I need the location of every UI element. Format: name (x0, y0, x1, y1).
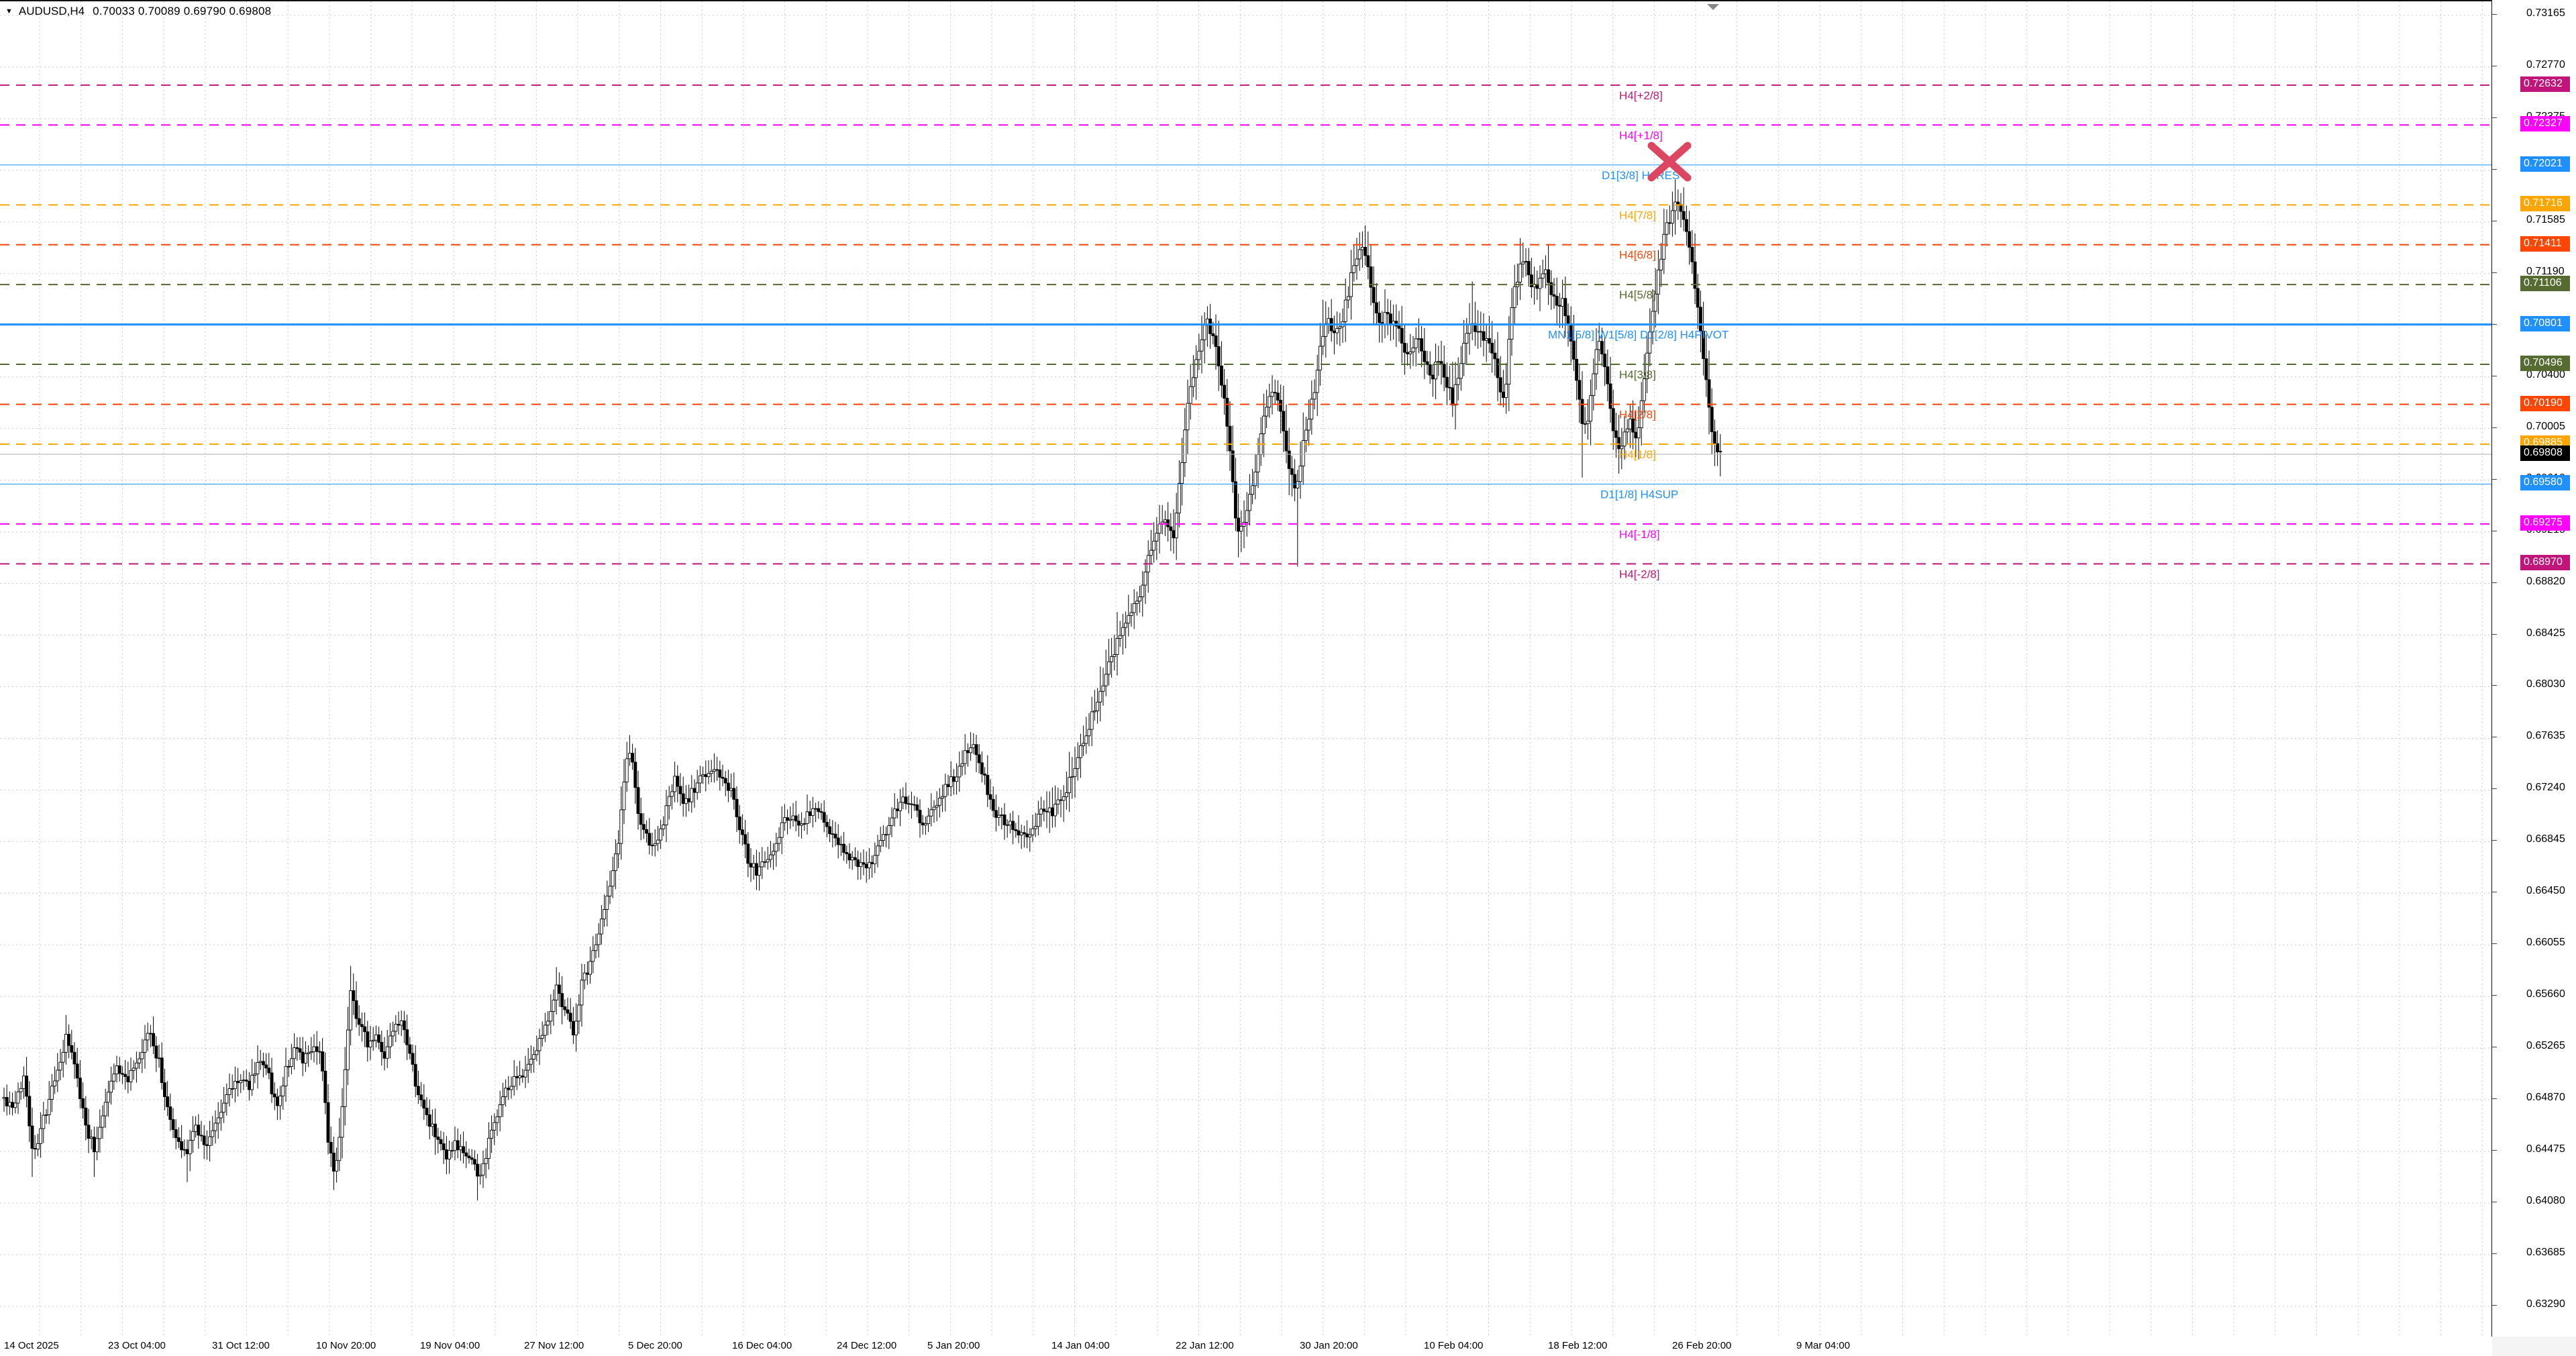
murrey-line-label: MN1[5/8] W1[5/8] D1[2/8] H4PIVOT (1548, 329, 1729, 342)
price-tick-label: 0.71585 (2526, 214, 2565, 225)
price-tick-label: 0.63290 (2526, 1298, 2565, 1310)
time-tick-label: 10 Nov 20:00 (316, 1340, 376, 1351)
level-price-badge: 0.68970 (2520, 555, 2570, 570)
candles-series (2, 179, 1722, 1201)
price-tickmark (2492, 1305, 2497, 1306)
murrey-line-label: H4[1/8] (1619, 448, 1656, 461)
price-tickmark (2492, 995, 2497, 996)
time-tick-label: 10 Feb 04:00 (1424, 1340, 1484, 1351)
price-tick-label: 0.71190 (2526, 266, 2565, 277)
price-tickmark (2492, 117, 2497, 118)
time-tick-label: 5 Dec 20:00 (628, 1340, 682, 1351)
price-tickmark (2492, 479, 2497, 480)
time-tick-label: 31 Oct 12:00 (212, 1340, 270, 1351)
x-marker[interactable] (1647, 142, 1692, 182)
price-tickmark (2492, 1253, 2497, 1254)
price-tick-label: 0.70005 (2526, 421, 2565, 432)
price-tick-label: 0.63685 (2526, 1247, 2565, 1258)
price-tick-label: 0.68425 (2526, 627, 2565, 639)
price-tickmark (2492, 1098, 2497, 1099)
murrey-line-label: H4[+2/8] (1619, 89, 1663, 102)
time-tick-label: 23 Oct 04:00 (108, 1340, 166, 1351)
price-tick-label: 0.64080 (2526, 1195, 2565, 1206)
level-price-badge: 0.71716 (2520, 196, 2570, 211)
price-tickmark (2492, 324, 2497, 325)
murrey-line-label: H4[6/8] (1619, 249, 1656, 262)
price-tickmark (2492, 272, 2497, 273)
murrey-line-label: D1[3/8] H4RES (1602, 169, 1680, 182)
chart-shift-marker-icon[interactable] (1707, 4, 1719, 10)
level-price-badge: 0.72632 (2520, 76, 2570, 92)
level-price-badge: 0.71411 (2520, 236, 2570, 252)
murrey-line-label: H4[-2/8] (1619, 568, 1659, 580)
murrey-line-label: H4[5/8] (1619, 289, 1656, 301)
time-tick-label: 9 Mar 04:00 (1796, 1340, 1851, 1351)
price-tick-label: 0.66450 (2526, 885, 2565, 896)
price-tick-label: 0.73165 (2526, 7, 2565, 19)
price-tickmark (2492, 634, 2497, 635)
price-tickmark (2492, 582, 2497, 583)
price-tickmark (2492, 788, 2497, 789)
time-tick-label: 22 Jan 12:00 (1176, 1340, 1234, 1351)
price-tick-label: 0.70400 (2526, 369, 2565, 380)
level-price-badge: 0.69275 (2520, 515, 2570, 531)
price-tickmark (2492, 943, 2497, 944)
price-tick-label: 0.64870 (2526, 1092, 2565, 1103)
time-tick-label: 16 Dec 04:00 (732, 1340, 792, 1351)
price-tick-label: 0.65660 (2526, 988, 2565, 1000)
murrey-line-label: H4[3/8] (1619, 368, 1656, 381)
time-tick-label: 18 Feb 12:00 (1548, 1340, 1608, 1351)
time-tick-label: 30 Jan 20:00 (1300, 1340, 1358, 1351)
time-tick-label: 26 Feb 20:00 (1672, 1340, 1732, 1351)
level-price-badge: 0.70496 (2520, 356, 2570, 371)
symbol-period-label: AUDUSD,H4 (18, 5, 85, 17)
price-tick-label: 0.72770 (2526, 59, 2565, 70)
price-tickmark (2492, 427, 2497, 428)
price-tick-label: 0.68030 (2526, 678, 2565, 690)
price-tickmark (2492, 14, 2497, 15)
chart-plot-area[interactable]: H4[+2/8] H4[+1/8] D1[3/8] H4RES H4[7/8] H4[6… (0, 0, 2492, 1337)
chart-canvas[interactable]: H4[+2/8] H4[+1/8] D1[3/8] H4RES H4[7/8] H4[6… (0, 1, 2491, 1337)
level-price-badge: 0.70190 (2520, 396, 2570, 411)
time-tick-label: 14 Oct 2025 (4, 1340, 59, 1351)
ohlc-values: 0.70033 0.70089 0.69790 0.69808 (93, 5, 272, 17)
symbol-dropdown-arrow-icon[interactable]: ▼ (5, 7, 13, 15)
current-price-badge: 0.69808 (2520, 446, 2570, 461)
level-price-badge: 0.69580 (2520, 475, 2570, 490)
grid (0, 1, 2491, 1337)
price-tick-label: 0.65265 (2526, 1040, 2565, 1051)
time-axis[interactable]: 14 Oct 2025 23 Oct 04:00 31 Oct 12:00 10 No… (0, 1337, 2492, 1356)
murrey-line-label: D1[1/8] H4SUP (1600, 488, 1678, 501)
price-tick-label: 0.66845 (2526, 833, 2565, 845)
level-price-badge: 0.72021 (2520, 156, 2570, 172)
level-price-badge: 0.71106 (2520, 276, 2570, 291)
time-tick-label: 27 Nov 12:00 (524, 1340, 584, 1351)
level-price-badge: 0.72327 (2520, 116, 2570, 132)
axis-corner (2492, 1337, 2576, 1356)
price-axis[interactable]: 0.731650.727700.723750.719800.715850.711… (2492, 0, 2576, 1336)
murrey-line-label: H4[+1/8] (1619, 129, 1663, 142)
level-price-badge: 0.70801 (2520, 316, 2570, 331)
price-tick-label: 0.68820 (2526, 576, 2565, 587)
price-tickmark (2492, 685, 2497, 686)
price-tickmark (2492, 1150, 2497, 1151)
level-lines: H4[+2/8] H4[+1/8] D1[3/8] H4RES H4[7/8] H4[6… (0, 84, 2491, 580)
time-tick-label: 19 Nov 04:00 (420, 1340, 480, 1351)
murrey-line-label: H4[7/8] (1619, 209, 1656, 221)
murrey-line-label: H4[2/8] (1619, 409, 1656, 421)
price-tickmark (2492, 169, 2497, 170)
price-tick-label: 0.67635 (2526, 730, 2565, 741)
price-tickmark (2492, 840, 2497, 841)
price-tick-label: 0.64475 (2526, 1143, 2565, 1155)
chart-title: ▼ AUDUSD,H4 0.70033 0.70089 0.69790 0.6980… (5, 5, 271, 18)
price-tick-label: 0.67240 (2526, 782, 2565, 793)
time-tick-label: 14 Jan 04:00 (1051, 1340, 1110, 1351)
time-tick-label: 24 Dec 12:00 (837, 1340, 897, 1351)
price-tick-label: 0.66055 (2526, 937, 2565, 948)
murrey-line-label: H4[-1/8] (1619, 528, 1659, 541)
time-tick-label: 5 Jan 20:00 (927, 1340, 980, 1351)
